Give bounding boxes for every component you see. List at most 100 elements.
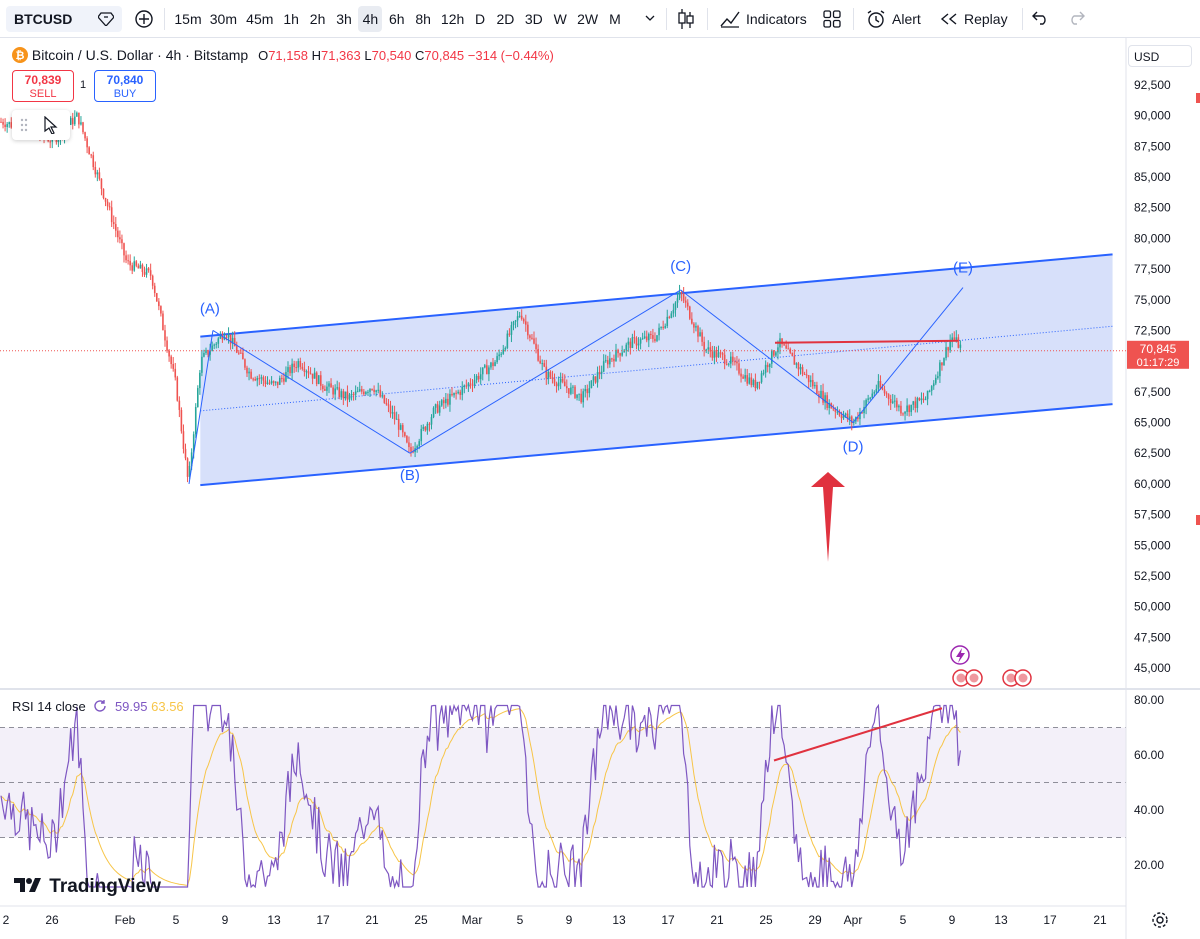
price-tick-label: 57,500 <box>1134 508 1171 522</box>
interval-45m[interactable]: 45m <box>246 11 274 27</box>
candle-body <box>88 147 90 155</box>
candle-body <box>742 376 744 379</box>
candle-body <box>920 398 923 401</box>
interval-W[interactable]: W <box>553 11 567 27</box>
candle-body <box>471 384 474 386</box>
interval-M[interactable]: M <box>609 11 621 27</box>
wave-segment <box>409 289 681 454</box>
interval-1h[interactable]: 1h <box>283 11 299 27</box>
interval-8h[interactable]: 8h <box>415 11 431 27</box>
candle-body <box>451 393 453 396</box>
candle-body <box>957 337 960 348</box>
buy-button[interactable]: 70,840 BUY <box>94 70 156 102</box>
symbol-search[interactable]: BTCUSD <box>6 6 122 32</box>
candle-body <box>235 346 238 353</box>
candle-body <box>689 306 691 319</box>
candle-body <box>490 362 492 368</box>
change-value: −314 (−0.44%) <box>467 48 554 63</box>
open-label: O <box>258 48 269 63</box>
templates-icon[interactable] <box>823 10 841 28</box>
candle-body <box>180 409 183 432</box>
candle-body <box>559 378 562 383</box>
channel-lower-line <box>200 403 1113 487</box>
candle-body <box>94 167 97 175</box>
cursor-arrow-icon[interactable] <box>44 116 58 134</box>
time-tick-label: 17 <box>316 913 330 927</box>
alert-button[interactable]: Alert <box>862 6 928 32</box>
interval-2W[interactable]: 2W <box>577 11 599 27</box>
indicators-button[interactable]: Indicators <box>716 6 812 32</box>
candle-body <box>578 393 580 395</box>
candle-body <box>453 392 455 396</box>
candle-body <box>725 363 728 365</box>
time-tick-label: 17 <box>1043 913 1057 927</box>
candle-body <box>887 394 890 400</box>
candle-body <box>297 361 300 368</box>
price-tick-label: 47,500 <box>1134 630 1171 644</box>
candle-body <box>947 347 949 351</box>
candle-body <box>621 352 623 356</box>
candle-body <box>643 336 646 339</box>
chart-canvas[interactable]: 92,500 90,000 87,500 85,000 82,500 80,000 77,5… <box>0 38 1200 939</box>
drag-handle-icon[interactable] <box>20 118 28 132</box>
lightning-bolt-icon <box>956 648 965 663</box>
candle-body <box>732 356 734 362</box>
symbol-settings-icon[interactable] <box>98 12 114 26</box>
wave-segment <box>188 330 214 484</box>
interval-15m[interactable]: 15m <box>174 11 202 27</box>
axis-settings-icon[interactable] <box>1151 911 1169 929</box>
interval-dropdown-icon[interactable] <box>645 14 655 22</box>
candle-body <box>682 293 685 301</box>
candle-body <box>492 362 494 367</box>
candle-body <box>607 360 609 365</box>
candles-type-icon[interactable] <box>677 8 695 30</box>
candle-body <box>900 405 902 414</box>
drawing-toolbar[interactable] <box>12 110 70 140</box>
currency-selector[interactable]: USD <box>1128 45 1192 67</box>
interval-6h[interactable]: 6h <box>389 11 405 27</box>
candle-body <box>139 264 142 269</box>
candle-body <box>539 360 541 364</box>
sell-button[interactable]: 70,839 SELL <box>12 70 74 102</box>
interval-4h[interactable]: 4h <box>358 6 383 32</box>
interval-D[interactable]: D <box>474 11 486 27</box>
candle-body <box>156 293 158 302</box>
candle-body <box>389 405 392 414</box>
interval-12h[interactable]: 12h <box>440 11 465 27</box>
candle-body <box>240 352 242 354</box>
candle-body <box>926 390 929 400</box>
candle-body <box>777 347 779 353</box>
candle-body <box>691 318 693 324</box>
price-tick-label: 82,500 <box>1134 201 1171 215</box>
interval-3h[interactable]: 3h <box>336 11 352 27</box>
candle-body <box>678 292 681 299</box>
candle-body <box>551 377 554 380</box>
candle-body <box>584 388 587 392</box>
candle-body <box>463 385 466 387</box>
candle-body <box>596 372 599 383</box>
interval-2h[interactable]: 2h <box>309 11 326 27</box>
redo-icon[interactable] <box>1067 11 1085 25</box>
interval-2D[interactable]: 2D <box>496 11 515 27</box>
buy-label: BUY <box>113 88 137 100</box>
candle-body <box>467 383 470 386</box>
candle-body <box>760 373 763 383</box>
time-tick-label: 13 <box>612 913 626 927</box>
interval-3D[interactable]: 3D <box>524 11 543 27</box>
compare-add-icon[interactable] <box>134 9 154 29</box>
interval-30m[interactable]: 30m <box>209 11 237 27</box>
undo-icon[interactable] <box>1032 11 1050 25</box>
candle-body <box>908 405 910 413</box>
candle-body <box>494 362 496 367</box>
rsi-refresh-icon[interactable] <box>93 699 107 713</box>
candle-body <box>447 398 449 405</box>
replay-button[interactable]: Replay <box>936 6 1014 32</box>
candle-body <box>309 373 312 375</box>
chart-area[interactable]: 92,500 90,000 87,500 85,000 82,500 80,000 77,5… <box>0 38 1200 939</box>
candle-body <box>176 377 179 401</box>
candle-body <box>244 359 246 368</box>
candle-body <box>859 411 861 420</box>
time-tick-label: 21 <box>710 913 724 927</box>
candle-body <box>350 394 353 396</box>
candle-body <box>658 327 660 336</box>
